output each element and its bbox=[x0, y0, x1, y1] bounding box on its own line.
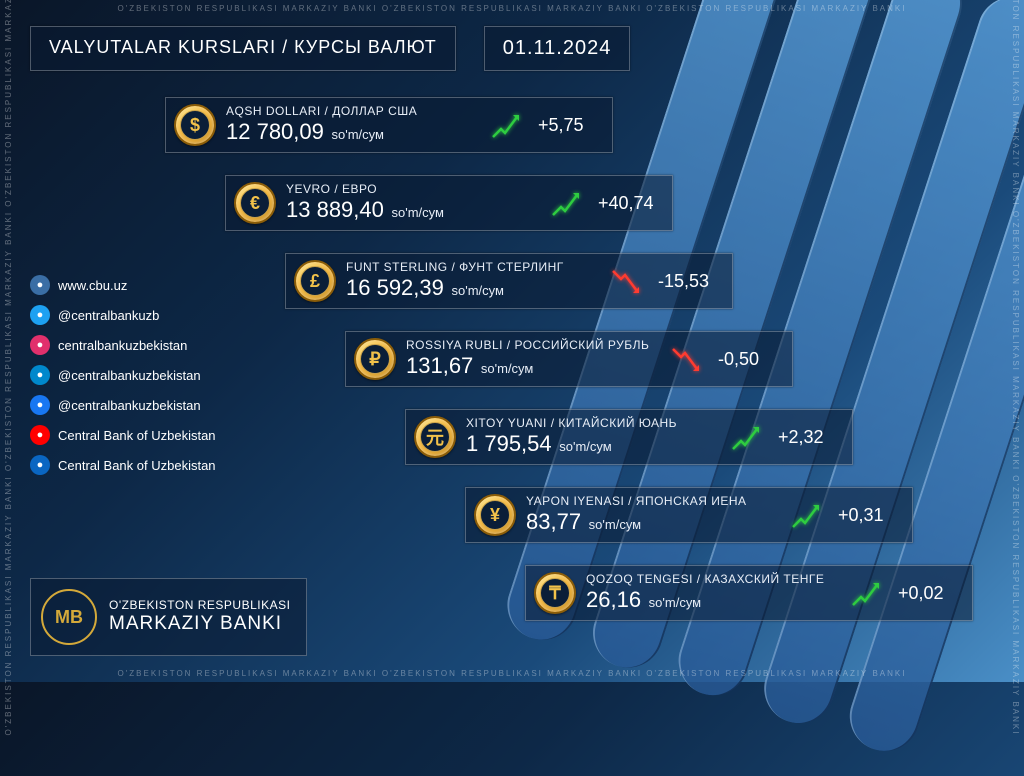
currency-change: +5,75 bbox=[538, 115, 598, 136]
currency-coin-icon: £ bbox=[294, 260, 336, 302]
social-item[interactable]: ● @centralbankuzbekistan bbox=[30, 365, 216, 385]
currency-rate: 13 889,40 so'm/сум bbox=[286, 197, 536, 222]
currency-name: XITOY YUANI / КИТАЙСКИЙ ЮАНЬ bbox=[466, 417, 716, 431]
social-icon: ● bbox=[30, 335, 50, 355]
currency-unit: so'm/сум bbox=[477, 361, 533, 376]
social-label: @centralbankuzbekistan bbox=[58, 368, 201, 383]
currency-symbol: £ bbox=[300, 266, 330, 296]
currency-unit: so'm/сум bbox=[556, 439, 612, 454]
social-item[interactable]: ● centralbankuzbekistan bbox=[30, 335, 216, 355]
currency-coin-icon: ¥ bbox=[474, 494, 516, 536]
currency-name: FUNT STERLING / ФУНТ СТЕРЛИНГ bbox=[346, 261, 596, 275]
currency-name: YEVRO / EВРО bbox=[286, 183, 536, 197]
currency-card: 元 XITOY YUANI / КИТАЙСКИЙ ЮАНЬ1 795,54 so… bbox=[405, 409, 853, 465]
currency-coin-icon: € bbox=[234, 182, 276, 224]
social-label: Central Bank of Uzbekistan bbox=[58, 458, 216, 473]
social-links: ● www.cbu.uz ● @centralbankuzb ● centralbanku… bbox=[30, 275, 216, 475]
currency-change: +40,74 bbox=[598, 193, 658, 214]
bank-block: MB O'ZBEKISTON RESPUBLIKASI MARKAZIY BAN… bbox=[30, 578, 307, 656]
currency-coin-icon: $ bbox=[174, 104, 216, 146]
currency-card: $ AQSH DOLLARI / ДОЛЛАР США12 780,09 so'm… bbox=[165, 97, 613, 153]
bank-name-line2: MARKAZIY BANKI bbox=[109, 613, 290, 636]
social-icon: ● bbox=[30, 425, 50, 445]
currency-rate: 16 592,39 so'm/сум bbox=[346, 275, 596, 300]
trend-arrow-icon bbox=[846, 575, 888, 611]
currency-symbol: € bbox=[240, 188, 270, 218]
bank-logo-icon: MB bbox=[41, 589, 97, 645]
bank-logo-text: MB bbox=[55, 607, 83, 628]
trend-arrow-icon bbox=[726, 419, 768, 455]
currency-coin-icon: ₸ bbox=[534, 572, 576, 614]
page-title: VALYUTALAR KURSLARI / КУРСЫ ВАЛЮТ bbox=[30, 26, 456, 71]
currency-unit: so'm/сум bbox=[585, 517, 641, 532]
trend-arrow-icon bbox=[606, 263, 648, 299]
social-item[interactable]: ● Central Bank of Uzbekistan bbox=[30, 425, 216, 445]
social-label: centralbankuzbekistan bbox=[58, 338, 187, 353]
currency-coin-icon: ₽ bbox=[354, 338, 396, 380]
social-icon: ● bbox=[30, 275, 50, 295]
currency-symbol: 元 bbox=[420, 422, 450, 452]
currency-rate: 1 795,54 so'm/сум bbox=[466, 431, 716, 456]
currency-symbol: ₸ bbox=[540, 578, 570, 608]
currency-unit: so'm/сум bbox=[448, 283, 504, 298]
bank-name-line1: O'ZBEKISTON RESPUBLIKASI bbox=[109, 598, 290, 612]
social-item[interactable]: ● @centralbankuzb bbox=[30, 305, 216, 325]
social-item[interactable]: ● www.cbu.uz bbox=[30, 275, 216, 295]
currency-change: +0,02 bbox=[898, 583, 958, 604]
trend-arrow-icon bbox=[786, 497, 828, 533]
header-row: VALYUTALAR KURSLARI / КУРСЫ ВАЛЮТ 01.11.… bbox=[30, 26, 994, 71]
currency-card: £ FUNT STERLING / ФУНТ СТЕРЛИНГ16 592,39 … bbox=[285, 253, 733, 309]
currency-unit: so'm/сум bbox=[645, 595, 701, 610]
currency-symbol: ¥ bbox=[480, 500, 510, 530]
social-item[interactable]: ● Central Bank of Uzbekistan bbox=[30, 455, 216, 475]
currency-card: ₽ ROSSIYA RUBLI / РОССИЙСКИЙ РУБЛЬ131,67 … bbox=[345, 331, 793, 387]
currency-rate: 12 780,09 so'm/сум bbox=[226, 119, 476, 144]
social-item[interactable]: ● @centralbankuzbekistan bbox=[30, 395, 216, 415]
currency-card: ₸ QOZOQ TENGESI / КАЗАХСКИЙ ТЕНГЕ26,16 so… bbox=[525, 565, 973, 621]
currency-symbol: ₽ bbox=[360, 344, 390, 374]
social-icon: ● bbox=[30, 305, 50, 325]
rates-date: 01.11.2024 bbox=[484, 26, 631, 71]
social-label: www.cbu.uz bbox=[58, 278, 127, 293]
currency-unit: so'm/сум bbox=[388, 205, 444, 220]
currency-name: QOZOQ TENGESI / КАЗАХСКИЙ ТЕНГЕ bbox=[586, 573, 836, 587]
currency-card: € YEVRO / EВРО13 889,40 so'm/сум +40,74 bbox=[225, 175, 673, 231]
trend-arrow-icon bbox=[486, 107, 528, 143]
currency-name: AQSH DOLLARI / ДОЛЛАР США bbox=[226, 105, 476, 119]
currency-change: -15,53 bbox=[658, 271, 718, 292]
currency-name: ROSSIYA RUBLI / РОССИЙСКИЙ РУБЛЬ bbox=[406, 339, 656, 353]
social-label: @centralbankuzb bbox=[58, 308, 159, 323]
currency-rate: 131,67 so'm/сум bbox=[406, 353, 656, 378]
currency-name: YAPON IYENASI / ЯПОНСКАЯ ИЕНА bbox=[526, 495, 776, 509]
social-icon: ● bbox=[30, 395, 50, 415]
social-label: @centralbankuzbekistan bbox=[58, 398, 201, 413]
currency-change: +0,31 bbox=[838, 505, 898, 526]
social-icon: ● bbox=[30, 365, 50, 385]
social-icon: ● bbox=[30, 455, 50, 475]
currency-coin-icon: 元 bbox=[414, 416, 456, 458]
trend-arrow-icon bbox=[546, 185, 588, 221]
currency-change: +2,32 bbox=[778, 427, 838, 448]
currency-rate: 26,16 so'm/сум bbox=[586, 587, 836, 612]
currency-rate: 83,77 so'm/сум bbox=[526, 509, 776, 534]
currency-unit: so'm/сум bbox=[328, 127, 384, 142]
currency-symbol: $ bbox=[180, 110, 210, 140]
trend-arrow-icon bbox=[666, 341, 708, 377]
currency-card: ¥ YAPON IYENASI / ЯПОНСКАЯ ИЕНА83,77 so'm… bbox=[465, 487, 913, 543]
social-label: Central Bank of Uzbekistan bbox=[58, 428, 216, 443]
currency-change: -0,50 bbox=[718, 349, 778, 370]
